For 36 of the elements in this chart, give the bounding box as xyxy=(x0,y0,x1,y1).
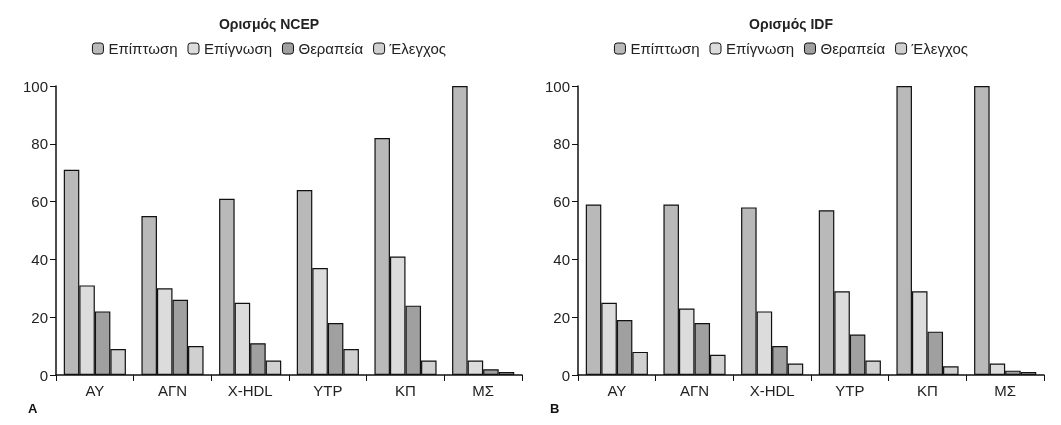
x-tick-label: ΑΓΝ xyxy=(157,382,188,399)
x-tick-label: Χ-HDL xyxy=(749,382,795,399)
legend-label: Επίπτωση xyxy=(630,40,700,57)
x-tick-label: ΜΣ xyxy=(994,382,1017,399)
y-tick-label: 40 xyxy=(553,250,570,268)
x-tick-label: ΑΥ xyxy=(85,382,105,399)
x-tick-label: ΥΤΡ xyxy=(313,382,343,399)
y-tick-label: 40 xyxy=(31,250,48,268)
y-tick-label: 0 xyxy=(561,366,570,384)
chart-title: Ορισμός NCEP xyxy=(218,16,320,32)
x-tick-label: ΑΥ xyxy=(607,382,627,399)
legend-label: Έλεγχος xyxy=(388,40,447,57)
x-tick-label: ΚΠ xyxy=(395,382,416,399)
y-tick-label: 60 xyxy=(31,193,48,211)
y-tick-label: 60 xyxy=(553,193,570,211)
x-tick-label: ΥΤΡ xyxy=(835,382,865,399)
text: A xyxy=(28,401,38,416)
y-tick-label: 100 xyxy=(22,77,48,95)
y-tick-label: 80 xyxy=(553,135,570,153)
chart-title: Ορισμός IDF xyxy=(749,16,834,32)
x-tick-label: ΚΠ xyxy=(917,382,938,399)
legend-label: Θεραπεία xyxy=(820,40,886,57)
y-tick-label: 100 xyxy=(544,77,570,95)
legend-label: Επίγνωση xyxy=(203,40,272,57)
y-tick-label: 0 xyxy=(39,366,48,384)
legend-label: Επίγνωση xyxy=(725,40,794,57)
legend-label: Έλεγχος xyxy=(910,40,969,57)
x-tick-label: Χ-HDL xyxy=(227,382,273,399)
legend-label: Θεραπεία xyxy=(298,40,364,57)
x-tick-label: ΑΓΝ xyxy=(679,382,710,399)
legend-label: Επίπτωση xyxy=(108,40,178,57)
y-tick-label: 20 xyxy=(553,308,570,326)
x-tick-label: ΜΣ xyxy=(472,382,495,399)
y-tick-label: 80 xyxy=(31,135,48,153)
y-tick-label: 20 xyxy=(31,308,48,326)
text: B xyxy=(550,401,560,416)
